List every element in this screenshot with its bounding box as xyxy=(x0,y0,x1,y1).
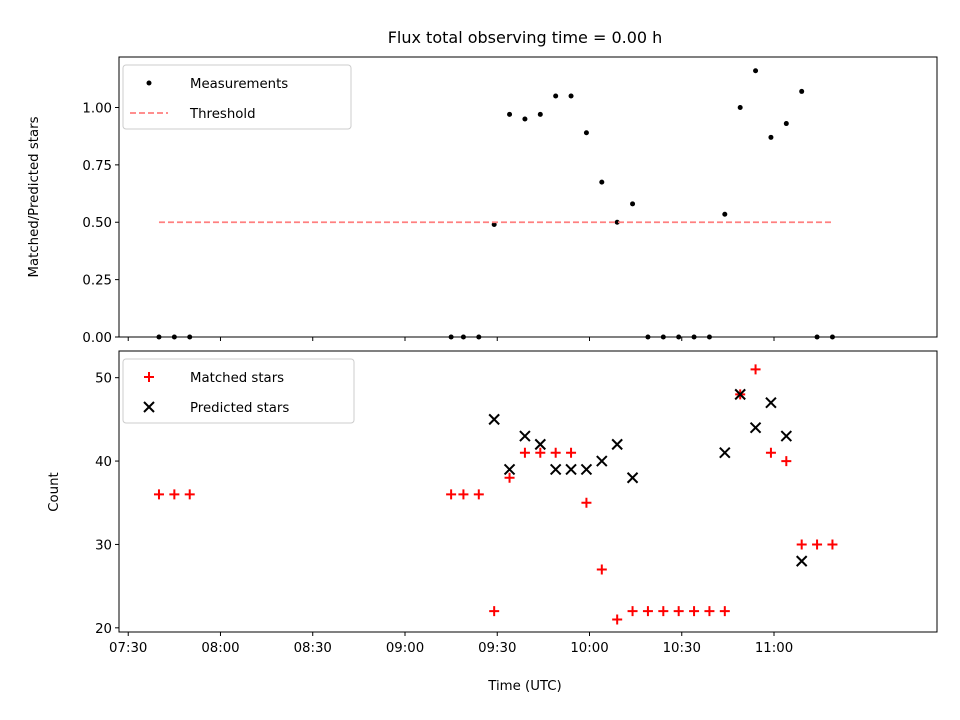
top-plot: 0.00 0.25 0.50 0.75 1.00 Measurements Threshol… xyxy=(82,56,938,346)
measurement-point xyxy=(599,179,605,185)
bottom-legend-box xyxy=(122,358,355,424)
legend-label: Predicted stars xyxy=(190,401,289,416)
top-y-tick-label: 0.50 xyxy=(82,216,112,231)
measurement-point xyxy=(722,211,728,217)
measurement-point xyxy=(799,88,805,94)
predicted-star-point xyxy=(519,430,531,442)
matched-star-point xyxy=(704,606,715,617)
matched-star-point xyxy=(504,472,515,483)
measurement-point xyxy=(753,68,759,74)
matched-star-point xyxy=(765,447,776,458)
top-axes-frame xyxy=(118,56,938,338)
measurement-point xyxy=(768,134,774,140)
bottom-y-tick-label: 40 xyxy=(95,455,112,470)
matched-star-point xyxy=(473,489,484,500)
legend-marker-measurements xyxy=(146,80,152,86)
matched-star-point xyxy=(719,606,730,617)
legend-marker-matched xyxy=(144,372,154,382)
matched-star-point xyxy=(550,447,561,458)
matched-star-point xyxy=(827,539,838,550)
predicted-star-point xyxy=(611,438,623,451)
legend-marker-predicted xyxy=(143,401,155,413)
bottom-y-tick-label: 20 xyxy=(95,622,112,637)
legend-label: Matched stars xyxy=(190,371,284,386)
x-tick-label: 09:30 xyxy=(478,641,516,656)
bottom-y-axis-label: Count xyxy=(47,472,62,512)
matched-star-point xyxy=(689,606,700,617)
legend-label: Measurements xyxy=(190,77,288,92)
x-tick-label: 10:00 xyxy=(570,641,608,656)
measurement-point xyxy=(737,104,743,110)
matched-star-point xyxy=(612,614,623,625)
bottom-y-tick-label: 30 xyxy=(95,538,112,553)
top-y-tick-label: 0.75 xyxy=(82,159,112,174)
matched-star-point xyxy=(812,539,823,550)
x-tick-label: 09:00 xyxy=(386,641,424,656)
matched-star-point xyxy=(642,606,653,617)
predicted-star-point xyxy=(549,463,562,476)
measurement-point xyxy=(783,121,789,127)
measurement-point xyxy=(583,130,589,136)
measurement-point xyxy=(553,93,559,99)
measurement-point xyxy=(537,111,543,117)
matched-star-point xyxy=(673,606,684,617)
predicted-star-point xyxy=(596,455,608,467)
chart-title: Flux total observing time = 0.00 h xyxy=(388,28,663,47)
matched-star-point xyxy=(535,447,546,458)
predicted-star-point xyxy=(626,472,639,484)
x-tick-label: 07:30 xyxy=(109,641,147,656)
predicted-star-point xyxy=(749,422,762,434)
predicted-star-point xyxy=(734,388,746,401)
predicted-star-point xyxy=(565,463,577,476)
top-y-tick-label: 1.00 xyxy=(82,101,112,116)
matched-star-point xyxy=(581,497,592,508)
predicted-star-point xyxy=(503,463,516,476)
predicted-star-point xyxy=(488,413,500,426)
matched-star-point xyxy=(489,606,500,617)
matched-star-point xyxy=(153,489,164,500)
matched-star-point xyxy=(658,606,669,617)
legend-label: Threshold xyxy=(189,107,256,122)
top-y-tick-label: 0.25 xyxy=(82,274,112,289)
matched-star-point xyxy=(169,489,180,500)
predicted-star-point xyxy=(765,396,777,409)
x-tick-label: 11:00 xyxy=(755,641,793,656)
bottom-plot: 20 30 40 50 07:30 08:00 08:30 09:00 09:30 10:00 10… xyxy=(95,350,938,656)
bottom-axes-frame xyxy=(118,350,938,633)
x-tick-label: 08:30 xyxy=(294,641,332,656)
matched-star-point xyxy=(596,564,607,575)
matched-star-point xyxy=(750,364,761,375)
matched-star-point xyxy=(796,539,807,550)
predicted-star-point xyxy=(580,463,593,476)
predicted-star-point xyxy=(795,555,808,567)
matched-star-point xyxy=(446,489,457,500)
measurement-point xyxy=(630,201,636,207)
matched-star-point xyxy=(184,489,195,500)
top-legend-box xyxy=(122,64,352,130)
measurement-point xyxy=(614,219,620,225)
predicted-star-point xyxy=(719,447,731,459)
top-y-tick-label: 0.00 xyxy=(82,331,112,346)
matched-star-point xyxy=(781,456,792,467)
top-y-axis-label: Matched/Predicted stars xyxy=(27,116,42,277)
measurement-point xyxy=(507,111,513,117)
x-axis-label: Time (UTC) xyxy=(487,679,562,694)
matched-star-point xyxy=(519,447,530,458)
matched-star-point xyxy=(627,606,638,617)
measurement-point xyxy=(568,93,574,99)
predicted-star-point xyxy=(780,430,793,442)
predicted-star-point xyxy=(534,438,547,451)
measurement-point xyxy=(491,222,497,228)
matched-star-point xyxy=(458,489,469,500)
matched-star-point xyxy=(566,447,577,458)
bottom-y-tick-label: 50 xyxy=(95,372,112,387)
x-tick-label: 08:00 xyxy=(201,641,239,656)
x-tick-label: 10:30 xyxy=(663,641,701,656)
measurement-point xyxy=(522,116,528,122)
